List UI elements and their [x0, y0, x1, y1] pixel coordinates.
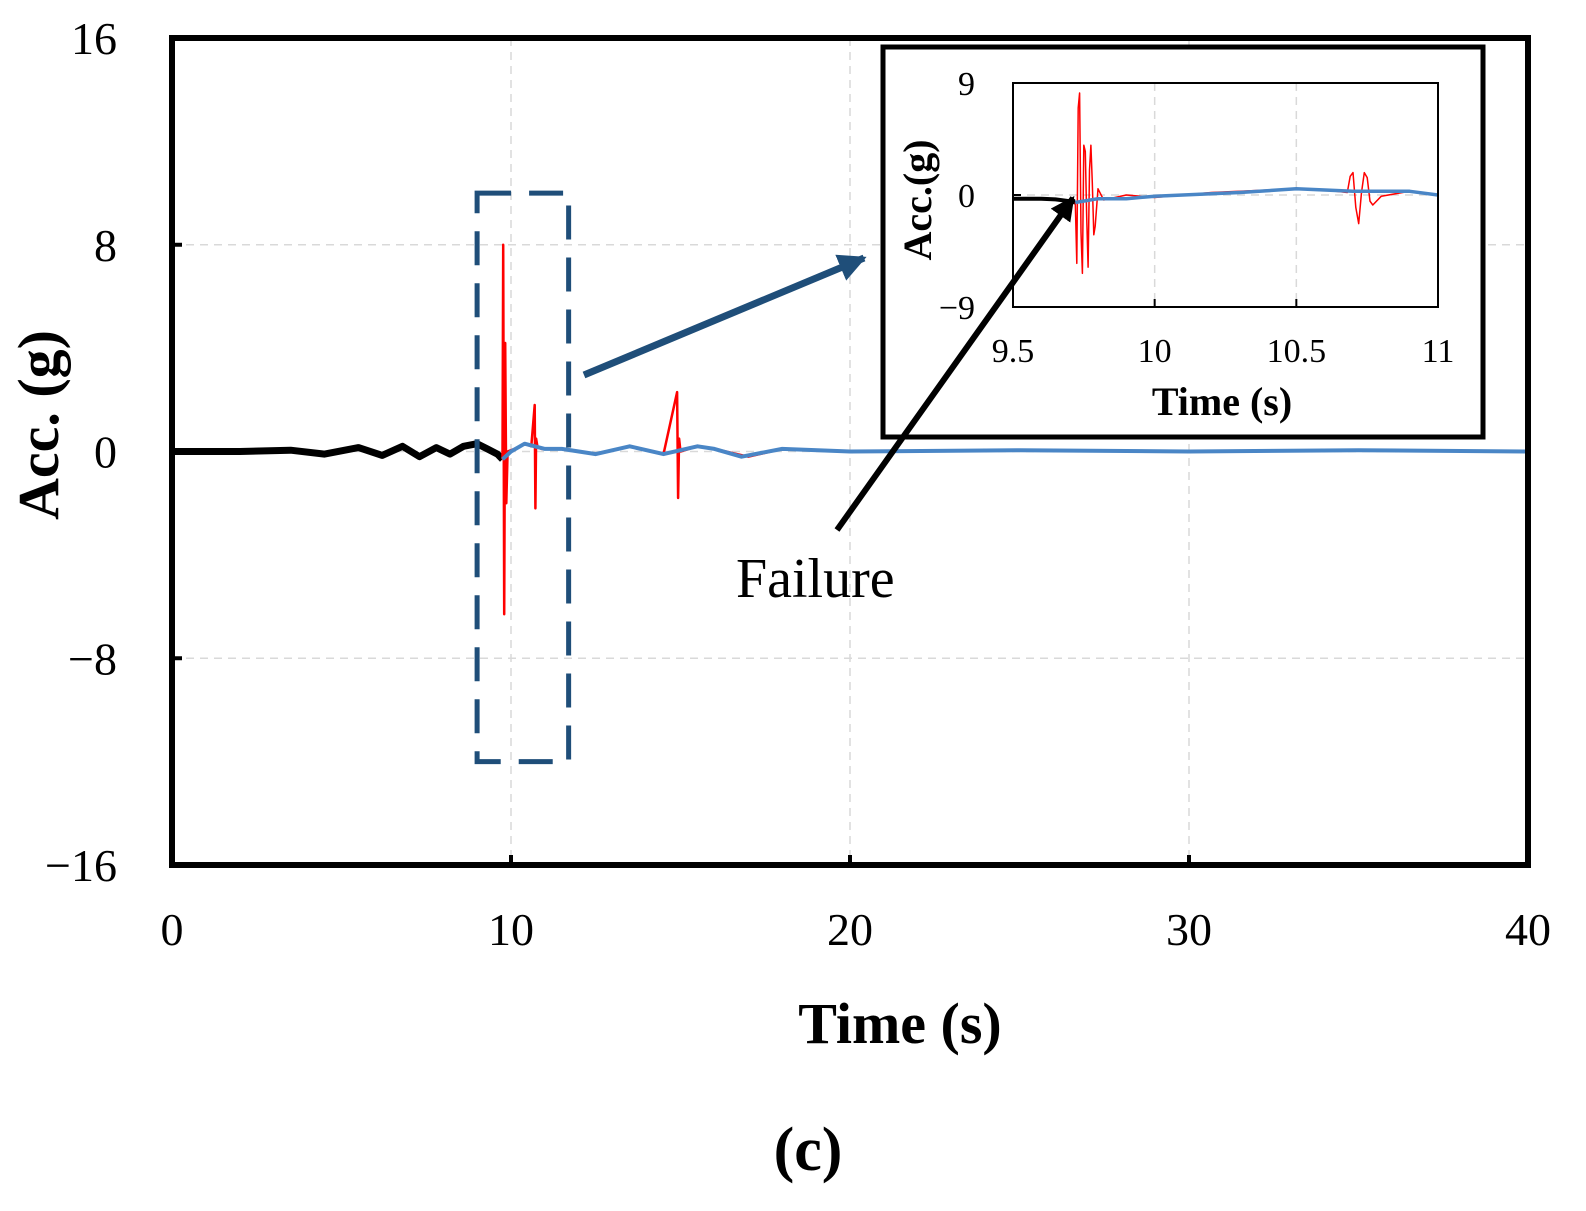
inset-x-tick-label: 10.5: [1267, 333, 1327, 370]
figure-caption: (c): [774, 1116, 843, 1184]
inset-y-tick-label: −9: [939, 290, 975, 327]
main-y-tick-label: 16: [71, 13, 117, 64]
main-series-group: [172, 243, 1528, 616]
inset-x-tick-label: 10: [1138, 333, 1172, 370]
zoom-highlight-box: [474, 190, 572, 765]
inset-x-axis-title: Time (s): [1152, 379, 1292, 424]
main-x-tick-label: 20: [827, 904, 873, 955]
inset-x-tick-label: 9.5: [992, 333, 1035, 370]
main-y-tick-label: 8: [94, 220, 117, 271]
inset-y-axis-title: Acc.(g): [895, 139, 940, 260]
inset-y-tick-label: 0: [958, 178, 975, 215]
failure-annotation: Failure: [736, 548, 895, 610]
main-x-tick-label: 30: [1166, 904, 1212, 955]
main-series-before-failure: [172, 440, 505, 462]
main-x-tick-label: 40: [1505, 904, 1551, 955]
inset-tick-labels: 9.5 10 10.5 11 −9 0 9: [939, 66, 1455, 370]
inset-y-tick-label: 9: [958, 66, 975, 103]
zoom-arrow: [582, 254, 867, 379]
failure-arrow: [834, 196, 1076, 532]
main-y-tick-label: −16: [45, 840, 117, 891]
main-x-axis-title: Time (s): [798, 991, 1002, 1056]
main-series-blue-response: [501, 441, 1528, 461]
inset-panel: [880, 44, 1486, 440]
inset-series-blue-response: [1075, 187, 1438, 205]
main-x-tick-label: 0: [161, 904, 184, 955]
main-y-tick-label: 0: [94, 427, 117, 478]
main-x-tick-label: 10: [488, 904, 534, 955]
main-y-axis-title: Acc. (g): [6, 330, 71, 520]
inset-x-tick-label: 11: [1422, 333, 1455, 370]
main-tick-labels: 0 10 20 30 40 −16 −8 0 8 16: [45, 13, 1551, 955]
main-y-tick-label: −8: [68, 633, 117, 684]
